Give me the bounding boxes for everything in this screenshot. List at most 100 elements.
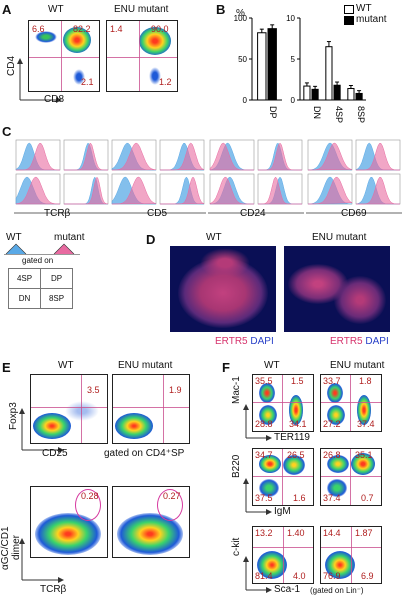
panel-f-r3-wt-tr: 1.40 xyxy=(287,528,305,538)
chart1-xtick-label-4SP: 4SP xyxy=(334,106,344,123)
panel-a-wt-br: 2.1 xyxy=(81,77,94,87)
panel-f-r3-wt-tl: 13.2 xyxy=(255,528,273,538)
panel-letter-d: D xyxy=(146,232,156,247)
hist-peak-mut-1-1 xyxy=(159,142,205,171)
chart1-xtick-label-DN: DN xyxy=(312,106,322,119)
panel-a-title-mutant: ENU mutant xyxy=(114,4,169,15)
panel-c-marker-cd5: CD5 xyxy=(147,208,168,219)
panel-f-r2-mut-tl: 26.8 xyxy=(323,450,341,460)
hist-peak-mut-1-2 xyxy=(111,176,157,205)
panel-f-row3-xnote: (gated on Lin⁻) xyxy=(310,586,364,595)
panel-f-row2-plot-mutant: 26.8 35.1 37.4 0.7 xyxy=(320,448,382,506)
panel-e-top-plot-mutant: 1.9 xyxy=(112,374,190,444)
panel-e-top-mut-value: 1.9 xyxy=(169,385,182,395)
panel-f-r2-wt-tr: 26.5 xyxy=(287,450,305,460)
panel-f-row2-xlabel: IgM xyxy=(274,506,291,517)
hist-peak-mut-3-1 xyxy=(356,143,400,171)
panel-e-bottom-xlabel: TCRβ xyxy=(40,584,67,595)
panel-f-title-wt: WT xyxy=(264,360,280,371)
panel-d-image-mutant xyxy=(284,246,390,332)
panel-c-gate-grid: 4SP DP DN 8SP xyxy=(8,268,73,309)
panel-a-plot-wt: 6.6 82.2 2.1 xyxy=(28,20,100,92)
panel-e-top-plot-wt: 3.5 xyxy=(30,374,108,444)
legend-swatch-wt xyxy=(344,5,354,14)
hist-peak-mut-3-3 xyxy=(356,177,400,205)
panel-f-r2-wt-tl: 34.7 xyxy=(255,450,273,460)
panel-f-r1-mut-bl: 27.2 xyxy=(323,419,341,429)
panel-f-row3-plot-wt: 13.2 1.40 81.4 4.0 xyxy=(252,526,314,584)
panel-f-row3-xlabel: Sca-1 xyxy=(274,584,301,595)
hist-peak-mut-0-1 xyxy=(64,142,108,171)
panel-a-mut-tl: 1.4 xyxy=(110,24,123,34)
panel-a-plot-mutant: 1.4 90.0 1.2 xyxy=(106,20,178,92)
panel-e-axis-arrows xyxy=(19,408,64,583)
panel-d-title-wt: WT xyxy=(206,232,222,243)
panel-f-row3-plot-mutant: 14.4 1.87 76.9 6.9 xyxy=(320,526,382,584)
panel-f-r1-wt-br: 34.1 xyxy=(289,419,307,429)
panel-f-r2-wt-bl: 37.5 xyxy=(255,493,273,503)
panel-a-mut-br: 1.2 xyxy=(159,77,172,87)
panel-f-r3-mut-bl: 76.9 xyxy=(323,571,341,581)
panel-f-row1-xlabel: TER119 xyxy=(274,432,310,443)
panel-f-row1-plot-mutant: 33.7 1.8 27.2 37.4 xyxy=(320,374,382,432)
panel-letter-a: A xyxy=(2,2,12,17)
legend-label-wt: WT xyxy=(356,3,372,14)
panel-d-stain-mutant: ERTR5 DAPI xyxy=(330,336,389,347)
hist-peak-mut-2-2 xyxy=(209,176,254,205)
panel-a-mut-tr: 90.0 xyxy=(151,24,169,34)
panel-d-stain-wt: ERTR5 DAPI xyxy=(215,336,274,347)
panel-f-r2-mut-br: 0.7 xyxy=(361,493,374,503)
panel-c-legend-wt: WT xyxy=(6,232,22,243)
panel-f-r1-wt-bl: 28.8 xyxy=(255,419,273,429)
hist-peak-mut-3-2 xyxy=(307,176,353,205)
panel-e-bottom-wt-value: 0.28 xyxy=(81,491,99,501)
panel-letter-c: C xyxy=(2,124,12,139)
panel-e-bottom-mut-value: 0.27 xyxy=(163,491,181,501)
panel-f-r3-mut-br: 6.9 xyxy=(361,571,374,581)
chart1-ytick-label-0: 0 xyxy=(291,96,296,105)
panel-a-wt-tl: 6.6 xyxy=(32,24,45,34)
gate-cell-8sp: 8SP xyxy=(40,288,73,309)
panel-f-r1-wt-tr: 1.5 xyxy=(291,376,304,386)
hist-peak-mut-0-0 xyxy=(16,143,60,171)
panel-f-r1-mut-tl: 33.7 xyxy=(323,376,341,386)
panel-e-gate-note: gated on CD4⁺SP xyxy=(104,448,185,459)
chart0-ytick-label-0: 0 xyxy=(243,96,248,105)
hist-peak-mut-0-2 xyxy=(15,176,60,205)
panel-f-row2-ylabel: B220 xyxy=(231,454,242,478)
hist-peak-mut-1-0 xyxy=(111,142,157,171)
chart1-xtick-label-8SP: 8SP xyxy=(356,106,366,123)
panel-a-axis-arrows xyxy=(17,58,62,103)
panel-c-gated-on: gated on xyxy=(22,256,54,265)
legend-label-mutant: mutant xyxy=(356,14,387,25)
panel-f-r3-mut-tr: 1.87 xyxy=(355,528,373,538)
panel-f-r2-mut-tr: 35.1 xyxy=(355,450,373,460)
panel-e-bottom-plot-mutant: 0.27 xyxy=(112,486,190,558)
panel-d-title-mutant: ENU mutant xyxy=(312,232,367,243)
panel-c-legend-mutant: mutant xyxy=(54,232,85,243)
panel-f-r3-wt-br: 4.0 xyxy=(293,571,306,581)
panel-d-image-wt xyxy=(170,246,276,332)
panel-f-row1-ylabel: Mac-1 xyxy=(231,376,242,404)
panel-e-top-wt-value: 3.5 xyxy=(87,385,100,395)
panel-a-wt-tr: 82.2 xyxy=(73,24,91,34)
hist-peak-mut-2-3 xyxy=(258,176,302,205)
panel-c-legend-peaks xyxy=(4,243,80,255)
panel-e-top-xlabel: CD25 xyxy=(42,448,68,459)
chart1-ytick-label-2: 10 xyxy=(286,14,295,23)
panel-letter-e: E xyxy=(2,360,11,375)
chart0-ytick-label-2: 100 xyxy=(234,14,248,23)
panel-f-title-mutant: ENU mutant xyxy=(330,360,385,371)
panel-b-unit: % xyxy=(236,8,245,19)
panel-f-r2-mut-bl: 37.4 xyxy=(323,493,341,503)
panel-f-row1-plot-wt: 35.5 1.5 28.8 34.1 xyxy=(252,374,314,432)
panel-c-marker-cd24: CD24 xyxy=(240,208,266,219)
panel-a-xlabel: CD8 xyxy=(44,94,65,105)
panel-b-chart: 0 50 100 DP 0 5 10 DN 4SP 8SP xyxy=(234,14,366,123)
hist-peak-mut-2-0 xyxy=(209,142,254,171)
panel-f-row3-ylabel: c-kit xyxy=(231,537,242,556)
panel-f-r2-wt-br: 1.6 xyxy=(293,493,306,503)
hist-peak-mut-3-0 xyxy=(307,142,353,171)
panel-letter-b: B xyxy=(216,2,226,17)
